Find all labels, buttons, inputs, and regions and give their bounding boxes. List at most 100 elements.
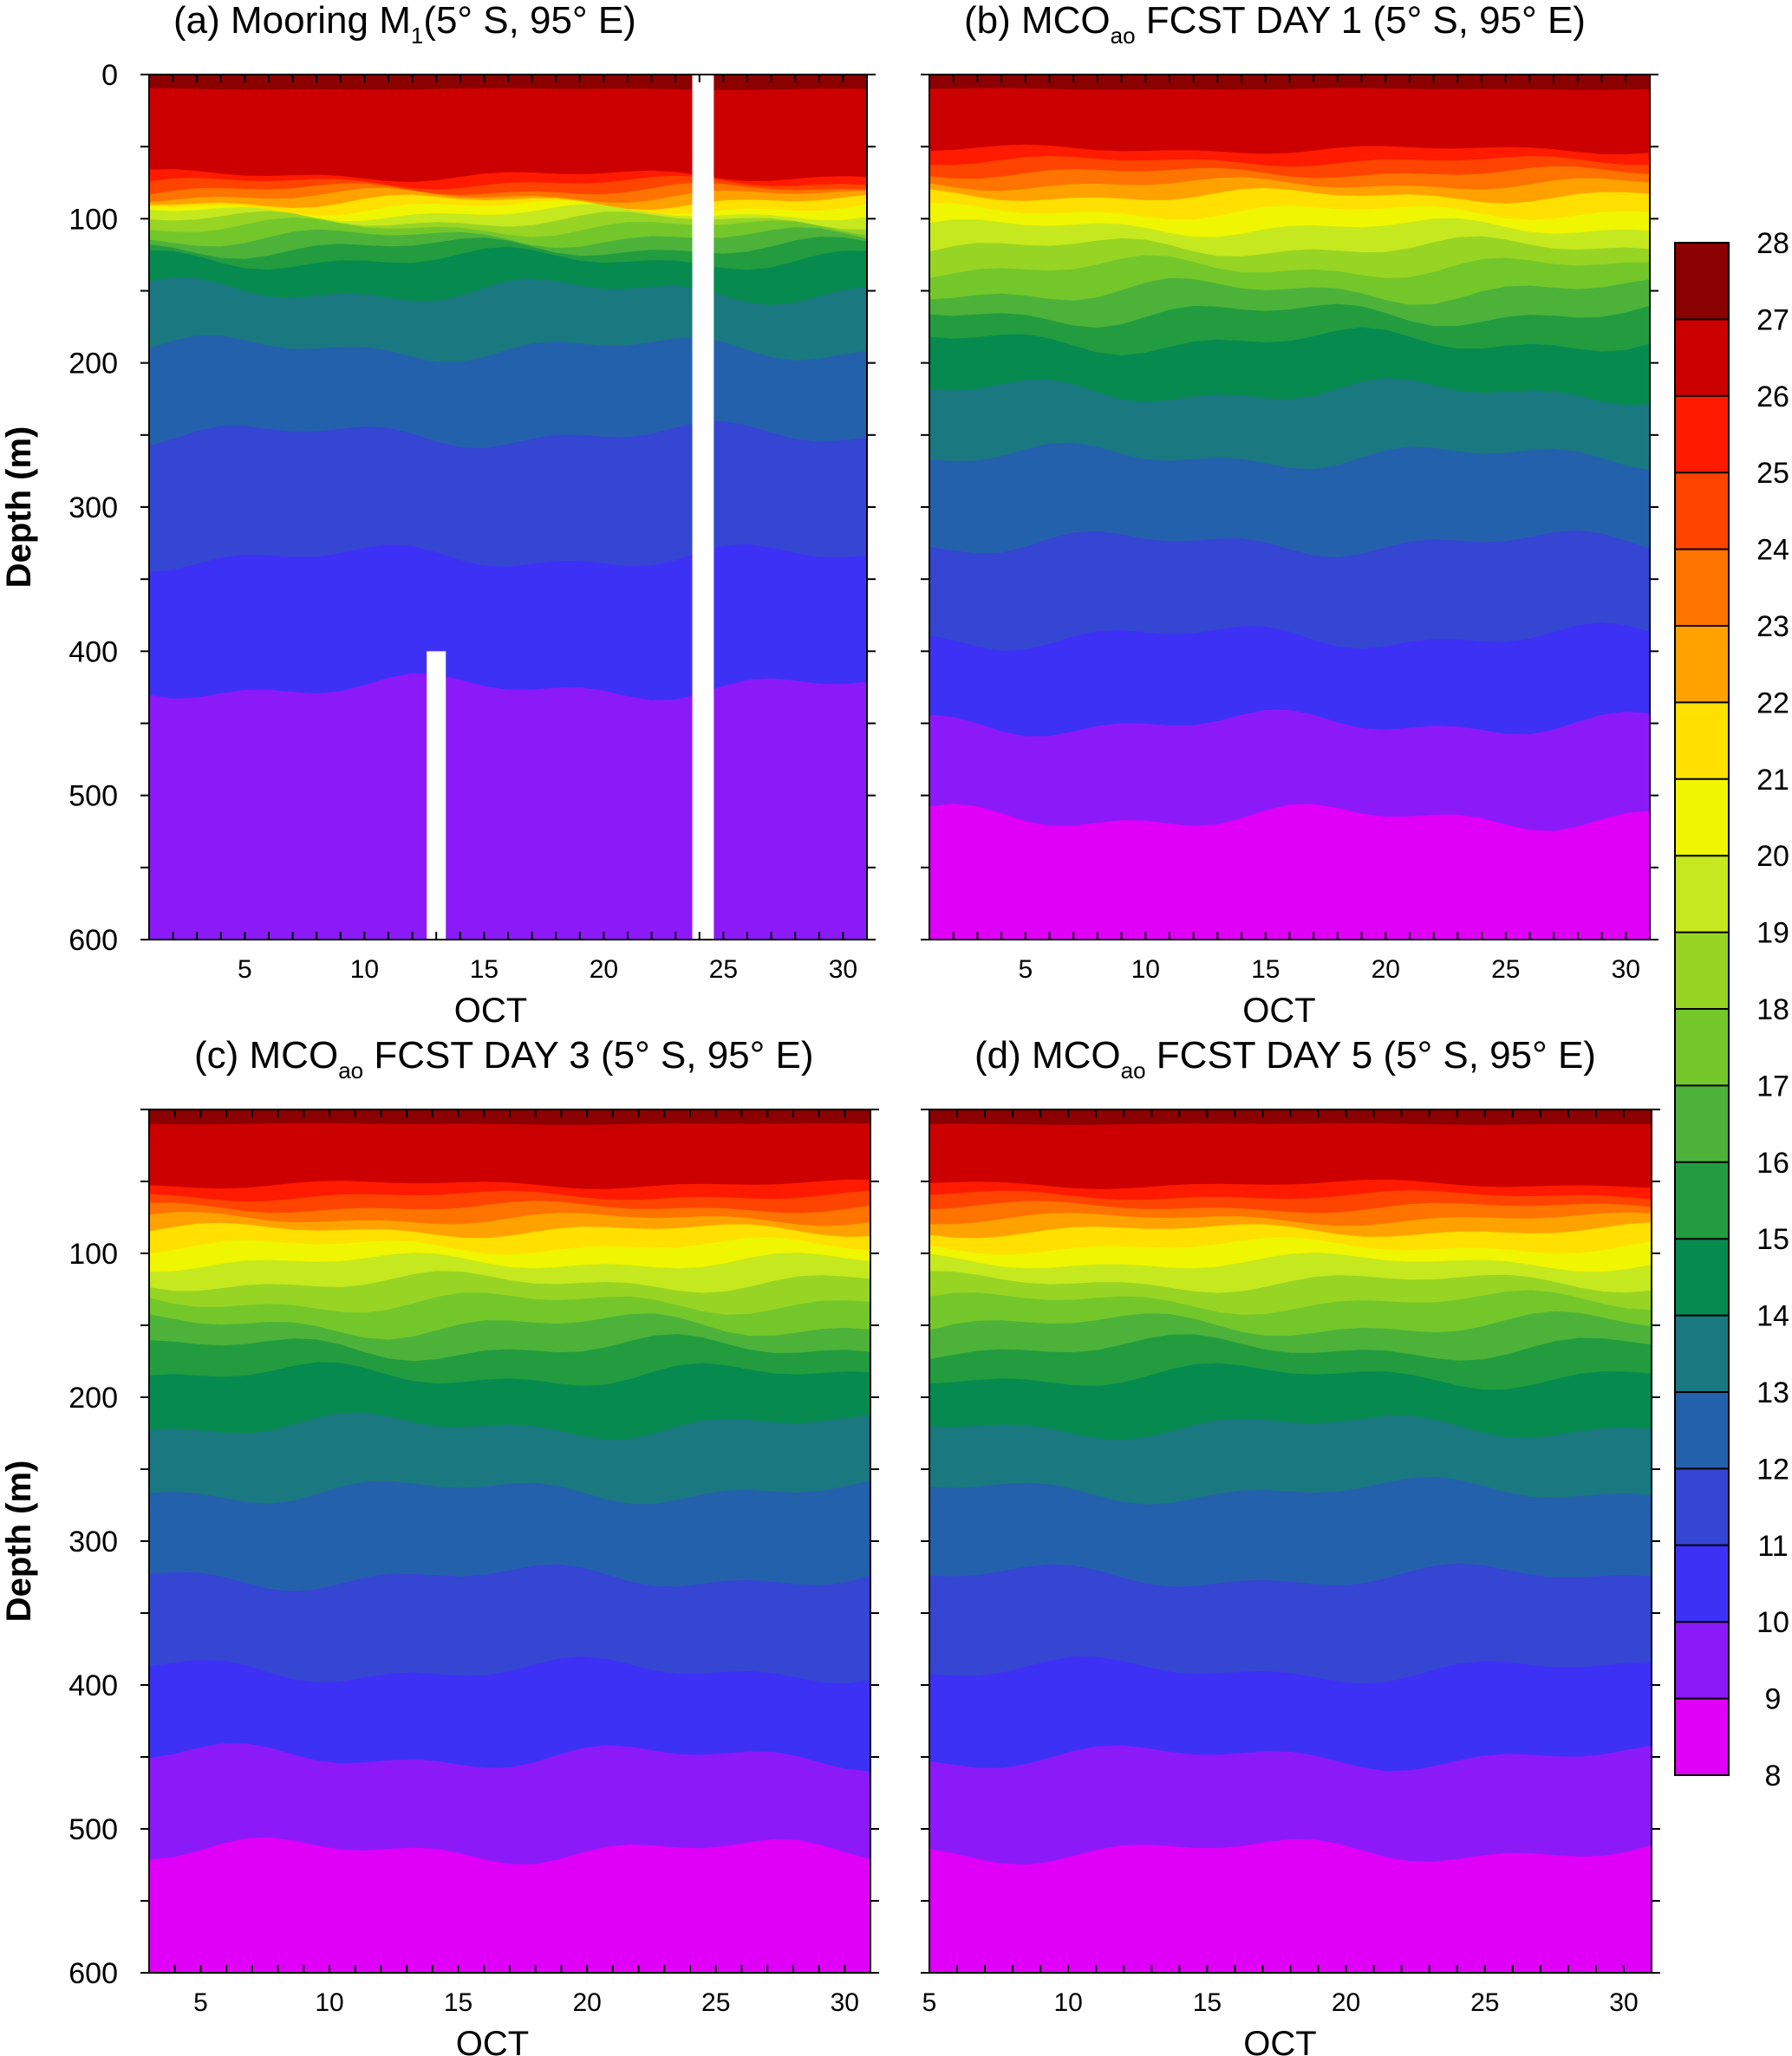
y-tick-label: 600 bbox=[68, 924, 118, 957]
x-tick-label: 20 bbox=[1332, 1988, 1360, 2017]
colorbar: 28 27 26 25 24 23 22 21 20 19 18 17 16 15 14 13 12 11 10 9 8 bbox=[1674, 227, 1789, 1792]
x-tick-label: 30 bbox=[831, 1988, 859, 2017]
x-tick-label: 10 bbox=[350, 955, 379, 984]
colorbar-swatch bbox=[1675, 626, 1729, 703]
colorbar-label: 13 bbox=[1756, 1376, 1789, 1409]
x-tick-label: 20 bbox=[590, 955, 618, 984]
colorbar-label: 17 bbox=[1756, 1070, 1789, 1103]
y-axis-label: Depth (m) bbox=[0, 1461, 38, 1623]
title-subscript: ao bbox=[338, 1057, 363, 1083]
colorbar-label: 12 bbox=[1756, 1453, 1789, 1486]
bands bbox=[929, 75, 1650, 940]
x-tick-label: 25 bbox=[709, 955, 738, 984]
panel-b: 5 10 15 20 25 30 OCT (b) MCOao FCST DAY 1 (5° S… bbox=[921, 0, 1658, 1030]
band-26 bbox=[929, 75, 1650, 154]
colorbar-label: 28 bbox=[1756, 227, 1789, 260]
colorbar-swatch bbox=[1675, 778, 1729, 856]
x-tick-label: 30 bbox=[1609, 1988, 1638, 2017]
colorbar-label: 27 bbox=[1756, 303, 1789, 336]
x-tick-label: 5 bbox=[922, 1988, 937, 2017]
x-tick-label: 30 bbox=[1612, 955, 1640, 984]
x-tick-label: 20 bbox=[572, 1988, 601, 2017]
colorbar-label: 22 bbox=[1756, 686, 1789, 719]
colorbar-swatch bbox=[1675, 856, 1729, 933]
x-tick-label: 15 bbox=[1251, 955, 1280, 984]
y-tick-label: 400 bbox=[68, 635, 118, 668]
colorbar-swatch bbox=[1675, 1698, 1729, 1775]
colorbar-label: 14 bbox=[1756, 1300, 1789, 1333]
colorbar-frame bbox=[1674, 242, 1730, 1776]
panel-title: (b) MCOao FCST DAY 1 (5° S, 95° E) bbox=[964, 0, 1586, 49]
colorbar-label: 21 bbox=[1756, 764, 1789, 797]
title-subscript: ao bbox=[1121, 1057, 1146, 1083]
colorbar-swatch bbox=[1675, 702, 1729, 779]
colorbar-swatch bbox=[1675, 319, 1729, 396]
y-tick-label: 0 bbox=[101, 59, 118, 92]
colorbar-swatch bbox=[1675, 1315, 1729, 1392]
x-tick-label: 10 bbox=[315, 1988, 343, 2017]
title-prefix: (b) MCO bbox=[964, 0, 1111, 42]
x-axis-label: OCT bbox=[1243, 2025, 1316, 2056]
title-suffix: FCST DAY 1 (5° S, 95° E) bbox=[1136, 0, 1586, 42]
colorbar-label: 15 bbox=[1756, 1223, 1789, 1256]
colorbar-label: 26 bbox=[1756, 381, 1789, 413]
title-subscript: 1 bbox=[411, 23, 423, 49]
x-axis-label: OCT bbox=[454, 992, 527, 1030]
y-tick-label: 300 bbox=[68, 1526, 118, 1558]
colorbar-label: 20 bbox=[1756, 840, 1789, 873]
x-tick-label: 5 bbox=[1018, 955, 1033, 984]
title-prefix: (d) MCO bbox=[974, 1034, 1121, 1077]
bands bbox=[929, 1109, 1652, 1973]
x-tick-label: 10 bbox=[1054, 1988, 1083, 2017]
colorbar-swatch bbox=[1675, 932, 1729, 1009]
x-tick-label: 20 bbox=[1372, 955, 1400, 984]
y-tick-label: 100 bbox=[68, 1238, 118, 1271]
colorbar-label: 24 bbox=[1756, 534, 1789, 567]
colorbar-swatch bbox=[1675, 243, 1729, 320]
colorbar-swatch bbox=[1675, 549, 1729, 626]
y-tick-label: 500 bbox=[68, 1813, 118, 1846]
colorbar-swatch bbox=[1675, 1009, 1729, 1086]
title-subscript: ao bbox=[1111, 23, 1136, 49]
title-suffix: FCST DAY 5 (5° S, 95° E) bbox=[1146, 1034, 1596, 1077]
colorbar-label: 16 bbox=[1756, 1147, 1789, 1180]
colorbar-swatch bbox=[1675, 1545, 1729, 1623]
colorbar-swatch bbox=[1675, 1392, 1729, 1469]
y-tick-label: 200 bbox=[68, 1382, 118, 1415]
y-tick-label: 500 bbox=[68, 780, 118, 813]
panel-c: 5 10 15 20 25 30 OCT 100 200 300 400 500 600 Depth (m… bbox=[0, 1034, 879, 2056]
x-tick-label: 5 bbox=[193, 1988, 208, 2017]
colorbar-label: 19 bbox=[1756, 917, 1789, 950]
title-suffix: (5° S, 95° E) bbox=[423, 0, 636, 42]
x-tick-label: 25 bbox=[701, 1988, 730, 2017]
x-tick-label: 15 bbox=[470, 955, 499, 984]
panel-title: (d) MCOao FCST DAY 5 (5° S, 95° E) bbox=[974, 1034, 1596, 1083]
colorbar-label: 9 bbox=[1765, 1683, 1782, 1716]
colorbar-swatch bbox=[1675, 1239, 1729, 1316]
title-prefix: (c) MCO bbox=[194, 1034, 338, 1077]
colorbar-label: 11 bbox=[1757, 1530, 1788, 1563]
x-axis-label: OCT bbox=[1242, 992, 1315, 1030]
x-tick-label: 25 bbox=[1470, 1988, 1499, 2017]
y-axis-label: Depth (m) bbox=[0, 426, 38, 589]
colorbar-label: 8 bbox=[1765, 1760, 1782, 1792]
y-tick-label: 300 bbox=[68, 491, 118, 524]
colorbar-swatch bbox=[1675, 1085, 1729, 1162]
colorbar-label: 10 bbox=[1756, 1606, 1789, 1639]
y-tick-label: 600 bbox=[68, 1957, 118, 1990]
panel-a: 5 10 15 20 25 30 OCT 0 100 200 300 400 500 600 Depth (… bbox=[0, 0, 876, 1030]
colorbar-label: 25 bbox=[1756, 457, 1789, 490]
band-26 bbox=[149, 1109, 870, 1189]
x-tick-label: 15 bbox=[1193, 1988, 1222, 2017]
x-axis-label: OCT bbox=[456, 2025, 529, 2056]
colorbar-label: 23 bbox=[1756, 610, 1789, 643]
colorbar-swatch bbox=[1675, 1161, 1729, 1239]
panel-d: 5 10 15 20 25 30 OCT (d) MCOao FCST DAY 5 (5° S… bbox=[921, 1034, 1660, 2056]
x-tick-label: 10 bbox=[1131, 955, 1160, 984]
missing-data-gap bbox=[692, 75, 714, 940]
title-suffix: FCST DAY 3 (5° S, 95° E) bbox=[363, 1034, 813, 1077]
bands bbox=[149, 75, 867, 940]
bands bbox=[149, 1109, 870, 1973]
y-tick-label: 400 bbox=[68, 1669, 118, 1702]
